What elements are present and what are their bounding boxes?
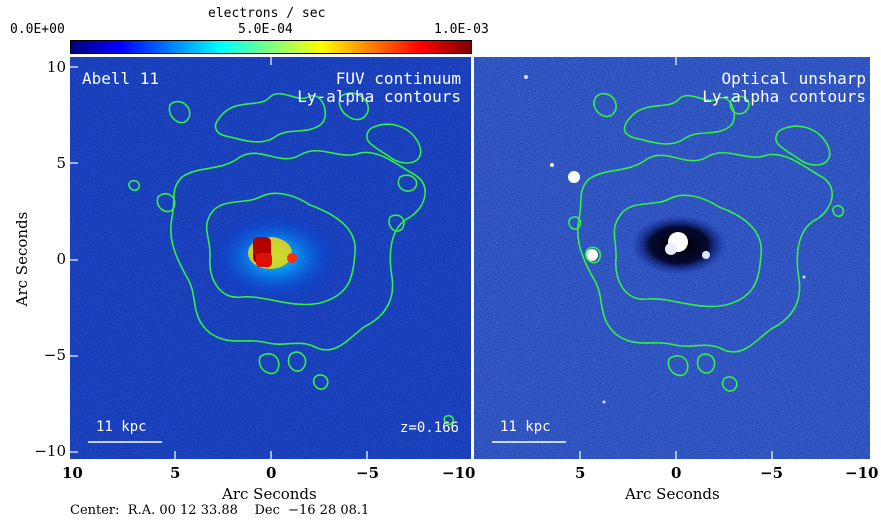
x-tick-left-neg5: −5 [356, 464, 380, 482]
x-tick-left-10: 10 [62, 464, 83, 482]
x-tick-left-neg10: −10 [442, 464, 476, 482]
x-tick-left-5: 5 [170, 464, 181, 482]
panel-label-right-line2: Ly-alpha contours [702, 87, 866, 106]
x-axis-label-left: Arc Seconds [222, 485, 317, 503]
scalebar-label-right: 11 kpc [500, 419, 551, 435]
x-tick-right-neg5: −5 [760, 464, 784, 482]
redshift-label: z=0.166 [399, 420, 459, 436]
lya-contours-right [568, 92, 845, 392]
x-tick-right-neg10: −10 [845, 464, 879, 482]
colorbar-mid-label: 5.0E-04 [238, 22, 293, 37]
y-tick-neg5: −5 [43, 346, 66, 364]
panel-label-left-line2: Ly-alpha contours [297, 87, 461, 106]
y-tick-5: 5 [56, 154, 66, 172]
optical-image [474, 57, 870, 459]
lya-contours-left [128, 92, 455, 426]
center-coordinates: Center: R.A. 00 12 33.88 Dec −16 28 08.1 [70, 503, 370, 518]
colorbar-max-label: 1.0E-03 [434, 22, 489, 37]
x-tick-right-0: 0 [671, 464, 682, 482]
fuv-image [70, 57, 471, 459]
y-tick-neg10: −10 [34, 442, 66, 460]
colorbar-min-label: 0.0E+00 [10, 22, 65, 37]
scalebar-label-left: 11 kpc [96, 419, 147, 435]
y-tick-0: 0 [56, 250, 66, 268]
colorbar-gradient [70, 40, 472, 54]
y-axis-label: Arc Seconds [13, 211, 31, 307]
x-axis-label-right: Arc Seconds [625, 485, 720, 503]
optical-unsharp-panel: Optical unsharp Ly-alpha contours 11 kpc [474, 57, 870, 459]
y-tick-10: 10 [46, 58, 66, 76]
panel-label-left-line1: FUV continuum [335, 69, 461, 88]
x-tick-left-0: 0 [266, 464, 277, 482]
panel-title-left: Abell 11 [82, 69, 160, 88]
panel-label-right-line1: Optical unsharp [721, 69, 867, 88]
colorbar-title: electrons / sec [208, 6, 326, 21]
panel-divider [471, 57, 474, 459]
fuv-continuum-panel: Abell 11 FUV continuum Ly-alpha contours… [70, 57, 471, 459]
x-tick-right-5: 5 [575, 464, 586, 482]
